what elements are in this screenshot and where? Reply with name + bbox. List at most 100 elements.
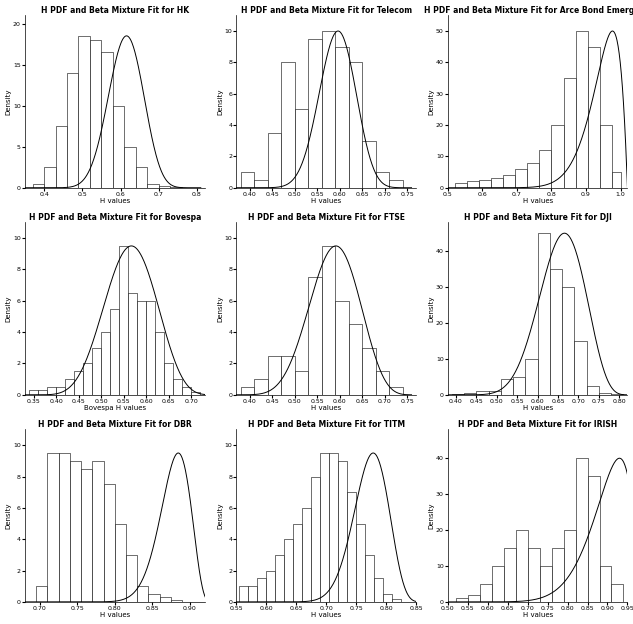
Bar	[563, 530, 575, 602]
Title: H PDF and Beta Mixture Fit for TITM: H PDF and Beta Mixture Fit for TITM	[248, 420, 404, 429]
Bar	[281, 356, 295, 395]
Bar	[110, 309, 119, 395]
Bar	[303, 508, 311, 602]
Bar	[563, 78, 575, 188]
Y-axis label: Density: Density	[429, 295, 434, 322]
Bar	[477, 391, 489, 395]
Bar	[464, 393, 477, 395]
Bar	[75, 371, 84, 395]
Bar	[155, 332, 164, 395]
Y-axis label: Density: Density	[6, 502, 11, 529]
Bar	[374, 578, 383, 602]
Bar	[119, 246, 128, 395]
Bar	[528, 548, 539, 602]
Bar	[160, 597, 171, 602]
Bar	[347, 492, 356, 602]
Bar	[600, 125, 612, 188]
Bar	[170, 187, 182, 188]
Bar	[515, 169, 527, 188]
Bar	[44, 167, 56, 188]
Bar	[90, 40, 101, 188]
Bar	[551, 125, 563, 188]
Title: H PDF and Beta Mixture Fit for HK: H PDF and Beta Mixture Fit for HK	[41, 6, 189, 14]
Bar	[101, 332, 110, 395]
Bar	[612, 172, 620, 188]
Bar	[128, 293, 137, 395]
Bar	[479, 180, 491, 188]
Bar	[182, 387, 191, 395]
Bar	[587, 386, 599, 395]
Bar	[101, 52, 113, 188]
Bar	[268, 133, 281, 188]
Bar	[295, 109, 308, 188]
Bar	[539, 566, 551, 602]
Bar	[454, 183, 467, 188]
Bar	[513, 377, 525, 395]
Bar	[78, 36, 90, 188]
Bar	[575, 458, 587, 602]
X-axis label: H values: H values	[99, 612, 130, 618]
Bar	[349, 62, 362, 188]
Bar	[335, 301, 349, 395]
Bar	[527, 163, 539, 188]
X-axis label: H values: H values	[99, 198, 130, 204]
X-axis label: H values: H values	[522, 612, 553, 618]
Bar	[550, 269, 562, 395]
Bar	[266, 570, 275, 602]
Bar	[248, 586, 258, 602]
Bar	[574, 341, 587, 395]
Bar	[587, 47, 600, 188]
Bar	[284, 539, 293, 602]
Y-axis label: Density: Density	[217, 502, 223, 529]
Bar	[329, 453, 338, 602]
Bar	[81, 469, 92, 602]
Title: H PDF and Beta Mixture Fit for DJI: H PDF and Beta Mixture Fit for DJI	[464, 213, 611, 222]
Y-axis label: Density: Density	[6, 295, 11, 322]
Bar	[587, 476, 599, 602]
Bar	[356, 524, 365, 602]
Bar	[611, 584, 624, 602]
Y-axis label: Density: Density	[6, 88, 11, 115]
Bar	[254, 379, 268, 395]
Bar	[349, 324, 362, 395]
Bar	[452, 394, 464, 395]
Bar	[468, 595, 480, 602]
Bar	[383, 594, 392, 602]
Bar	[137, 586, 149, 602]
Y-axis label: Density: Density	[429, 502, 434, 529]
Bar	[525, 359, 537, 395]
Bar	[104, 484, 115, 602]
Bar	[456, 598, 468, 602]
Bar	[489, 391, 501, 395]
Bar	[30, 390, 39, 395]
Bar	[126, 555, 137, 602]
Bar	[365, 555, 374, 602]
Bar	[241, 172, 254, 188]
Bar	[503, 175, 515, 188]
Bar	[480, 584, 492, 602]
Bar	[136, 167, 147, 188]
Bar	[92, 348, 101, 395]
X-axis label: H values: H values	[522, 406, 553, 411]
Title: H PDF and Beta Mixture Fit for Bovespa: H PDF and Beta Mixture Fit for Bovespa	[28, 213, 201, 222]
Bar	[389, 180, 403, 188]
Bar	[322, 246, 335, 395]
Bar	[611, 394, 624, 395]
Bar	[491, 178, 503, 188]
Bar	[137, 301, 146, 395]
Bar	[375, 172, 389, 188]
Bar	[308, 39, 322, 188]
Bar	[467, 182, 479, 188]
Bar	[164, 363, 173, 395]
Bar	[146, 301, 155, 395]
Bar	[551, 548, 563, 602]
Bar	[241, 387, 254, 395]
Bar	[281, 62, 295, 188]
X-axis label: H values: H values	[311, 406, 341, 411]
Bar	[56, 126, 67, 188]
Bar	[322, 31, 335, 188]
Bar	[159, 186, 170, 188]
Bar	[389, 387, 403, 395]
Title: H PDF and Beta Mixture Fit for IRISH: H PDF and Beta Mixture Fit for IRISH	[458, 420, 617, 429]
Bar	[84, 363, 92, 395]
